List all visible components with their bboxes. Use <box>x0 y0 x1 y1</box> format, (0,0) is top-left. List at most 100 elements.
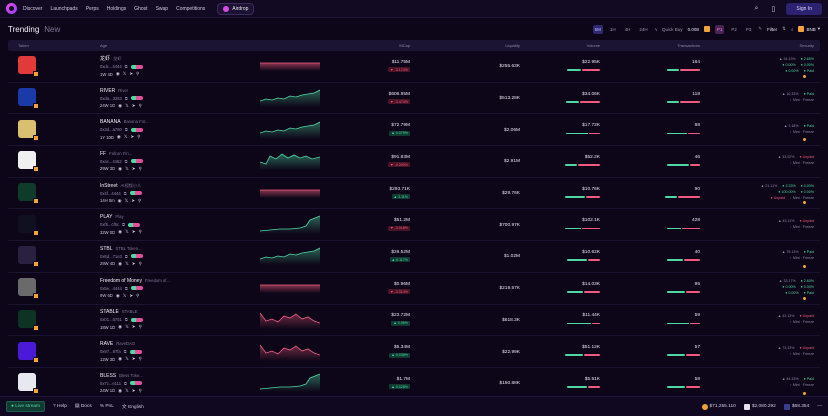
x-icon[interactable]: 𝕏 <box>125 356 129 362</box>
table-row[interactable]: FF Falcon Fin... 0xac...4452 ⧉ 29W 3D ◉ 𝕏 ➤ ⚲ … <box>8 146 820 178</box>
telegram-icon[interactable]: ➤ <box>131 387 136 393</box>
copy-icon[interactable]: ⧉ <box>124 380 128 386</box>
website-icon[interactable]: ◉ <box>115 292 120 298</box>
timeframe-24h[interactable]: 24H <box>639 26 648 32</box>
token-symbol[interactable]: STBL <box>100 245 113 252</box>
nav-competitions[interactable]: Competitions <box>176 5 206 12</box>
website-icon[interactable]: ◉ <box>118 229 123 235</box>
pnl-link[interactable]: % PnL <box>100 404 114 409</box>
website-icon[interactable]: ◉ <box>118 260 123 266</box>
x-icon[interactable]: 𝕏 <box>125 165 129 171</box>
token-avatar[interactable] <box>18 183 39 205</box>
tab-trending[interactable]: Trending <box>8 24 40 34</box>
wallet-icon[interactable]: ▯ <box>771 5 776 13</box>
table-row[interactable]: RAVE RaveDAO 0x97...97fa ⧉ 12W 3D ◉ 𝕏 ➤ ⚲ $5.3… <box>8 336 820 368</box>
token-avatar[interactable] <box>18 56 39 78</box>
website-icon[interactable]: ◉ <box>118 165 123 171</box>
telegram-icon[interactable]: ➤ <box>129 71 134 77</box>
table-row[interactable]: 龙虾 龙虾 0xdc...4444 ⧉ 1W 4D ◉ 𝕏 ➤ ⚲ $11.75M ▼ -3… <box>8 51 820 83</box>
website-icon[interactable]: ◉ <box>115 71 120 77</box>
token-avatar[interactable] <box>18 309 39 331</box>
nav-holdings[interactable]: Holdings <box>106 5 127 12</box>
token-symbol[interactable]: BANANA <box>100 119 121 126</box>
nav-discover[interactable]: Discover <box>23 5 43 12</box>
website-icon[interactable]: ◉ <box>117 197 122 203</box>
nav-swap[interactable]: Swap <box>155 5 169 12</box>
token-symbol[interactable]: RAVE <box>100 341 114 348</box>
header-liquidity[interactable]: Liquidity <box>505 43 520 48</box>
website-icon[interactable]: ◉ <box>118 102 123 108</box>
copy-icon[interactable]: ⧉ <box>124 285 128 291</box>
header-age[interactable]: Age <box>100 43 108 48</box>
table-row[interactable]: RIVER River 0xda...3253 ⧉ 24W 1D ◉ 𝕏 ➤ ⚲ $606.… <box>8 83 820 115</box>
link-icon[interactable]: ⚲ <box>138 324 142 330</box>
token-symbol[interactable]: InStreet <box>100 182 118 189</box>
preset-p1[interactable]: P1 <box>714 24 725 34</box>
token-symbol[interactable]: 龙虾 <box>100 56 111 63</box>
settings-icon[interactable]: ✎ <box>758 26 763 31</box>
telegram-icon[interactable]: ➤ <box>131 165 136 171</box>
copy-icon[interactable]: ⧉ <box>124 158 128 164</box>
x-icon[interactable]: 𝕏 <box>125 387 129 393</box>
filter-button[interactable]: Filter <box>767 26 778 32</box>
token-avatar[interactable] <box>18 119 39 141</box>
telegram-icon[interactable]: ➤ <box>131 324 136 330</box>
telegram-icon[interactable]: ➤ <box>129 292 134 298</box>
website-icon[interactable]: ◉ <box>118 324 123 330</box>
copy-icon[interactable]: ⧉ <box>124 317 128 323</box>
x-icon[interactable]: 𝕏 <box>122 71 127 77</box>
token-symbol[interactable]: RIVER <box>100 87 116 94</box>
more-icon[interactable]: — <box>817 404 822 409</box>
link-icon[interactable]: ⚲ <box>138 387 142 393</box>
table-row[interactable]: STBL STBL Token... 0x6d...71e3 ⧉ 29W 4D ◉ 𝕏 ➤… <box>8 241 820 273</box>
telegram-icon[interactable]: ➤ <box>131 229 136 235</box>
token-symbol[interactable]: PLAY <box>100 214 113 221</box>
table-row[interactable]: PLAY Play 0xf5...cf5c ⧉ 32W 0D ◉ 𝕏 ➤ ⚲ $51.2M … <box>8 209 820 242</box>
telegram-icon[interactable]: ➤ <box>131 102 136 108</box>
table-search-icon[interactable]: ⌕ <box>790 26 794 32</box>
table-row[interactable]: BANANA Banana For... 0x3d...a760 ⧉ 1Y 10D ◉… <box>8 114 820 147</box>
table-row[interactable]: STABLE STABLE 0x01...6751 ⧉ 18W 1D ◉ 𝕏 ➤ ⚲ $23… <box>8 305 820 337</box>
timeframe-4h[interactable]: 4H <box>624 26 631 32</box>
copy-icon[interactable]: ⧉ <box>122 222 126 228</box>
copy-icon[interactable]: ⧉ <box>124 127 128 133</box>
token-symbol[interactable]: FF <box>100 150 107 157</box>
website-icon[interactable]: ◉ <box>118 387 123 393</box>
token-avatar[interactable] <box>18 88 39 110</box>
x-icon[interactable]: 𝕏 <box>125 324 129 330</box>
nav-perps[interactable]: Perps <box>85 5 99 12</box>
telegram-icon[interactable]: ➤ <box>131 260 136 266</box>
token-symbol[interactable]: Freedom of Money <box>100 277 142 284</box>
token-avatar[interactable] <box>18 278 39 300</box>
header-transactions[interactable]: Transactions <box>677 43 700 48</box>
preset-p3[interactable]: P3 <box>745 26 752 32</box>
copy-icon[interactable]: ⧉ <box>124 64 128 70</box>
telegram-icon[interactable]: ➤ <box>130 134 135 140</box>
link-icon[interactable]: ⚲ <box>137 134 141 140</box>
link-icon[interactable]: ⚲ <box>138 260 142 266</box>
preset-p2[interactable]: P2 <box>731 26 737 32</box>
tab-new[interactable]: New <box>44 24 61 34</box>
telegram-icon[interactable]: ➤ <box>131 356 136 362</box>
token-avatar[interactable] <box>18 151 39 173</box>
x-icon[interactable]: 𝕏 <box>123 134 128 140</box>
chain-selector[interactable]: BNB ▾ <box>798 26 820 32</box>
nav-ghost[interactable]: Ghost <box>134 5 148 12</box>
token-avatar[interactable] <box>18 341 39 363</box>
x-icon[interactable]: 𝕏 <box>125 102 129 108</box>
copy-icon[interactable]: ⧉ <box>123 349 127 355</box>
website-icon[interactable]: ◉ <box>116 134 121 140</box>
link-icon[interactable]: ⚲ <box>138 165 142 171</box>
quick-buy-input[interactable]: 0.008 <box>687 26 699 32</box>
timeframe-5m[interactable]: 5M <box>592 24 603 34</box>
nav-airdrop[interactable]: Airdrop <box>217 2 255 15</box>
link-icon[interactable]: ⚲ <box>136 71 140 77</box>
x-icon[interactable]: 𝕏 <box>125 229 129 235</box>
telegram-icon[interactable]: ➤ <box>131 197 136 203</box>
token-avatar[interactable] <box>18 246 39 268</box>
x-icon[interactable]: 𝕏 <box>125 260 129 266</box>
table-row[interactable]: InStreet AI视频小人 0x4f...4444 ⧉ 14H 0m ◉ 𝕏 ➤ ⚲ $… <box>8 178 820 210</box>
link-icon[interactable]: ⚲ <box>138 197 142 203</box>
x-icon[interactable]: 𝕏 <box>124 197 129 203</box>
copy-icon[interactable]: ⧉ <box>124 253 128 259</box>
